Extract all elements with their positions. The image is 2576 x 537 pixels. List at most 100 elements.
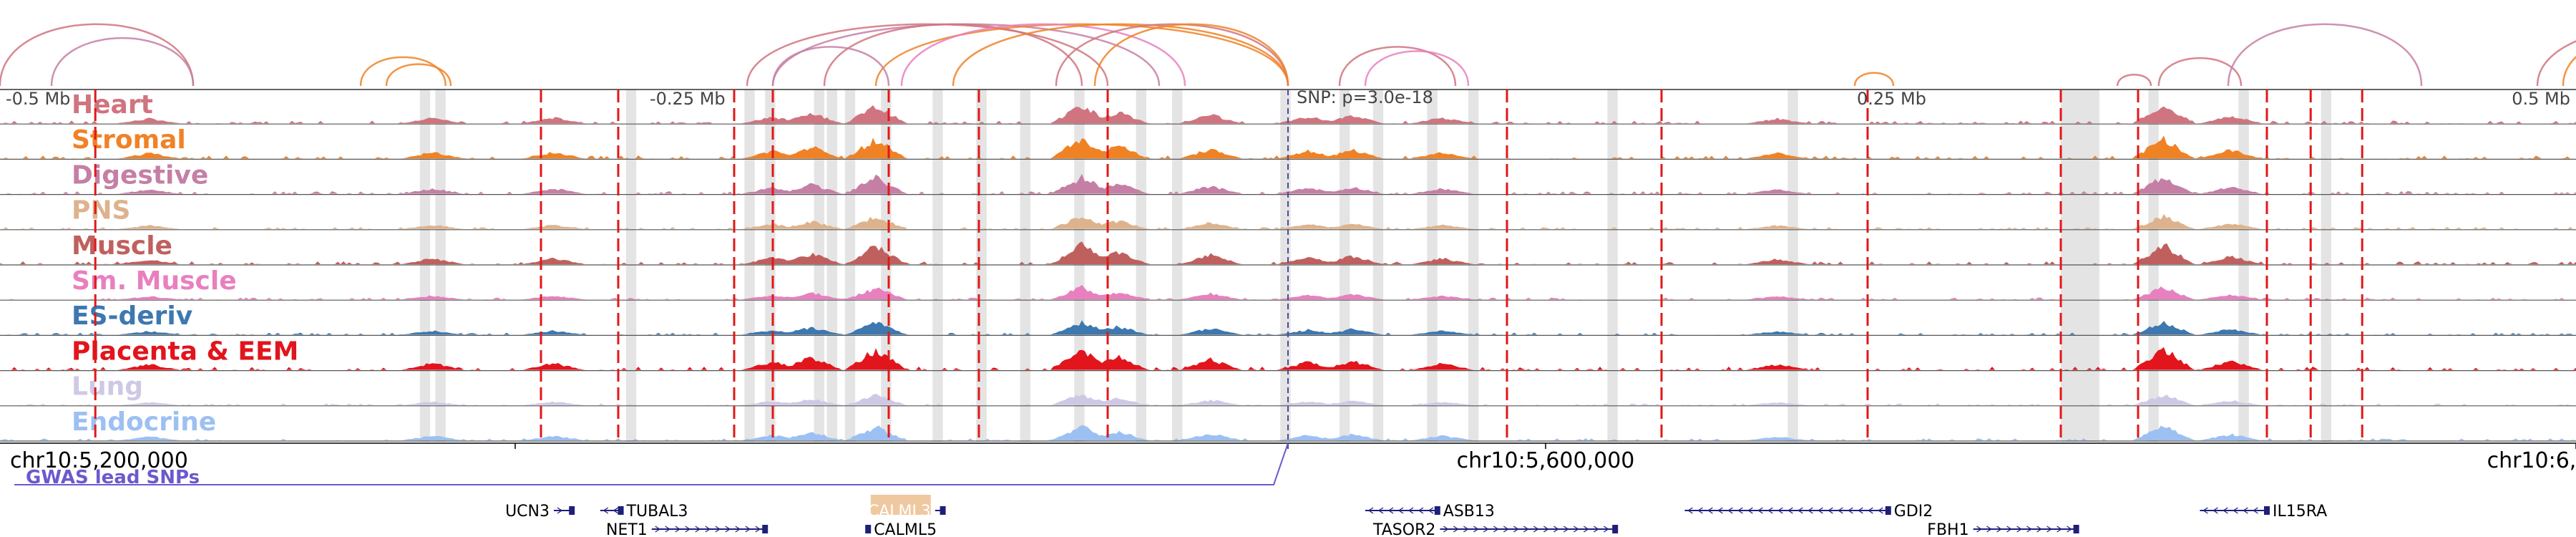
strand-arrow	[2057, 526, 2062, 533]
strand-arrow	[1443, 526, 1449, 533]
gene-exon	[569, 506, 575, 515]
loop-arc	[952, 23, 1289, 87]
track-label: Stromal	[72, 125, 186, 155]
strand-arrow	[2253, 507, 2258, 514]
gray-band	[1787, 90, 1798, 442]
gene-exon	[1612, 525, 1619, 533]
gray-band	[435, 90, 446, 442]
strand-arrow	[2233, 507, 2238, 514]
loop-arc	[900, 23, 1186, 87]
gray-band	[2148, 90, 2159, 442]
strand-arrow	[557, 507, 563, 514]
loop-arc	[359, 56, 447, 87]
gene-label: CALML5	[874, 521, 937, 537]
loop-arc	[50, 37, 195, 87]
gene-exon	[762, 525, 769, 533]
strand-arrow	[1868, 507, 1873, 514]
loop-arc	[2227, 23, 2423, 87]
strand-arrow	[1594, 526, 1599, 533]
gene-label: TASOR2	[1372, 521, 1435, 537]
gray-band	[1020, 90, 1030, 442]
strand-arrow	[1976, 526, 1982, 533]
strand-arrow	[705, 526, 711, 533]
gene-label: ASB13	[1443, 503, 1495, 521]
gene-fbh1: FBH1	[1927, 521, 2079, 537]
strand-arrow	[1687, 507, 1693, 514]
gray-band	[814, 90, 824, 442]
strand-arrow	[1727, 507, 1733, 514]
strand-arrow	[1807, 507, 1813, 514]
loop-arc	[874, 23, 1289, 87]
strand-arrow	[1717, 507, 1723, 514]
loop-arc	[1364, 50, 1470, 87]
track-label: Digestive	[72, 160, 208, 190]
strand-arrow	[2202, 507, 2208, 514]
gray-band	[2081, 90, 2099, 442]
gray-band	[419, 90, 431, 442]
gene-tubal3: TUBAL3	[600, 503, 688, 521]
strand-arrow	[1553, 526, 1559, 533]
strand-arrow	[1493, 526, 1499, 533]
gray-band	[1340, 90, 1350, 442]
gray-band	[744, 90, 755, 442]
strand-arrow	[1986, 526, 1992, 533]
strand-arrow	[2046, 526, 2052, 533]
strand-arrow	[715, 526, 721, 533]
gene-label: CALML3	[868, 503, 931, 521]
gene-exon	[1434, 506, 1440, 515]
strand-arrow	[725, 526, 731, 533]
gray-band	[625, 90, 637, 442]
gene-net1: NET1	[606, 521, 769, 537]
strand-arrow	[655, 526, 660, 533]
strand-arrow	[1407, 507, 1414, 514]
track-label: Lung	[72, 372, 143, 402]
strand-arrow	[1367, 507, 1374, 514]
strand-arrow	[755, 526, 761, 533]
gene-label: UCN3	[505, 503, 550, 521]
gwas-label: GWAS lead SNPs	[26, 467, 200, 488]
strand-arrow	[1523, 526, 1529, 533]
gray-band	[1607, 90, 1618, 442]
gene-label: GDI2	[1894, 503, 1933, 521]
loop-arc	[385, 63, 452, 87]
gray-band	[932, 90, 943, 442]
offset-label: -0.25 Mb	[650, 89, 726, 109]
strand-arrow	[1838, 507, 1843, 514]
gene-label: FBH1	[1927, 521, 1968, 537]
strand-arrow	[1543, 526, 1549, 533]
strand-arrow	[1707, 507, 1713, 514]
strand-arrow	[745, 526, 751, 533]
track-sm-muscle: Sm. Muscle	[0, 266, 2576, 301]
track-label: Endocrine	[72, 407, 216, 437]
strand-arrow	[2223, 507, 2228, 514]
gene-exon	[2073, 525, 2079, 533]
gene-exon	[1885, 506, 1891, 515]
strand-arrow	[1858, 507, 1863, 514]
loop-arc	[0, 23, 195, 87]
red-dashed-lines	[94, 90, 2363, 442]
strand-arrow	[685, 526, 691, 533]
track-heart: Heart	[0, 90, 2576, 125]
gray-band	[1427, 90, 1438, 442]
snp-label: SNP: p=3.0e-18	[1297, 87, 1433, 107]
strand-arrow	[1787, 507, 1793, 514]
strand-arrow	[1848, 507, 1853, 514]
strand-arrow	[2067, 526, 2072, 533]
strand-arrow	[665, 526, 670, 533]
gene-il15ra: IL15RA	[2200, 503, 2327, 521]
loop-arc	[1853, 72, 1895, 87]
strand-arrow	[2212, 507, 2218, 514]
loop-arc	[746, 23, 1109, 87]
gwas-snp-line	[14, 442, 1289, 485]
gray-band	[1172, 90, 1183, 442]
loop-arc	[2536, 40, 2576, 87]
strand-arrow	[1387, 507, 1394, 514]
gene-label: IL15RA	[2273, 503, 2327, 521]
gene-label: NET1	[606, 521, 648, 537]
strand-arrow	[1604, 526, 1609, 533]
strand-arrow	[1777, 507, 1783, 514]
gene-exon	[618, 506, 624, 515]
track-label: PNS	[72, 196, 130, 226]
loop-arc	[1055, 23, 1289, 87]
